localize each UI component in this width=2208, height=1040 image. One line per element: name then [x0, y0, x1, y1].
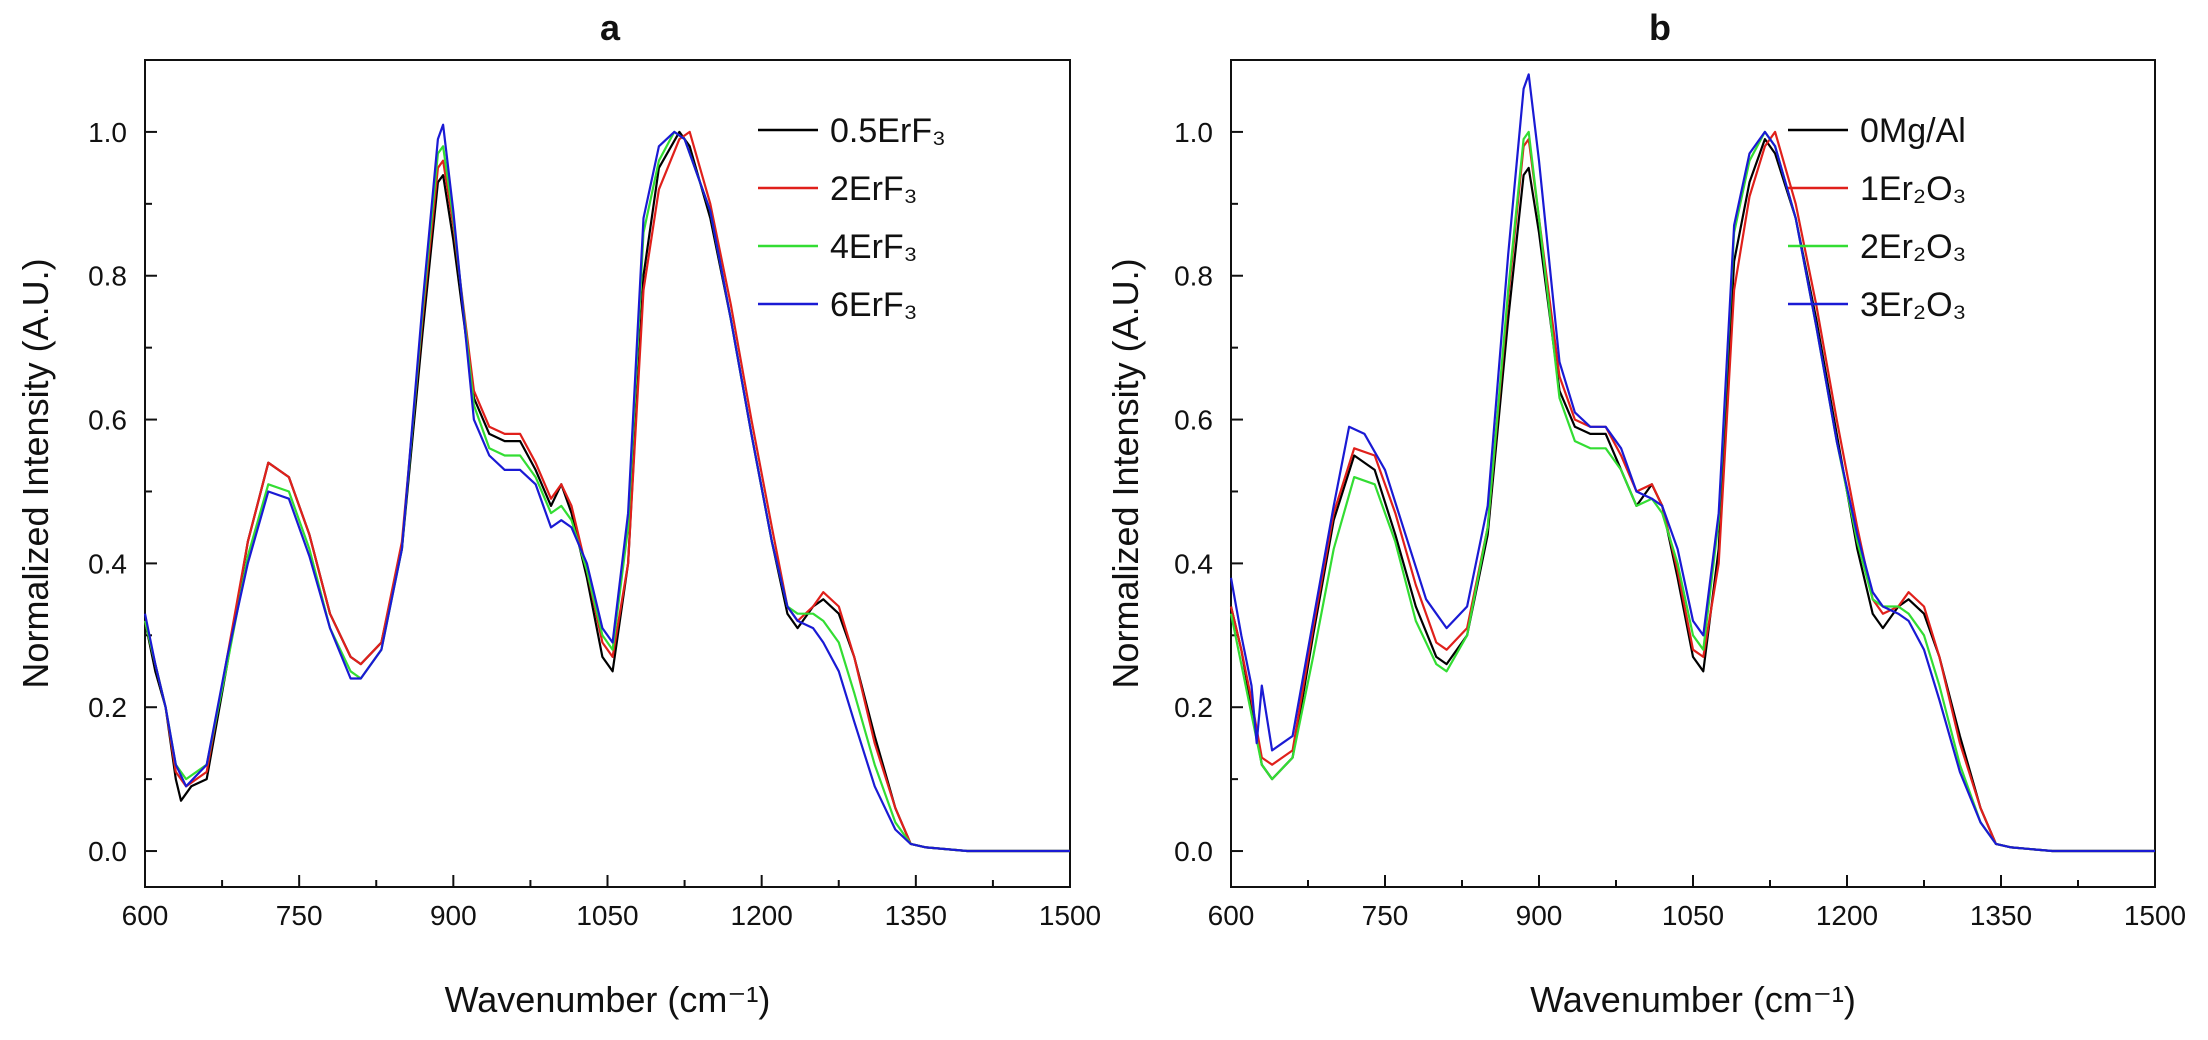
x-tick-label: 750: [276, 900, 323, 931]
legend-label: 1Er₂O₃: [1860, 170, 1966, 208]
y-tick-label: 0.6: [88, 405, 127, 436]
series-line-3: [143, 123, 1070, 853]
x-tick-label: 1500: [1039, 900, 1101, 931]
series-line-1: [143, 130, 1070, 853]
legend-label: 4ErF₃: [830, 228, 918, 266]
x-tick-label: 750: [1362, 900, 1409, 931]
y-tick-label: 1.0: [1174, 117, 1213, 148]
x-axis-label: Wavenumber (cm⁻¹): [445, 979, 771, 1020]
y-tick-label: 1.0: [88, 117, 127, 148]
y-axis-label: Normalized Intensity (A.U.): [1105, 258, 1146, 688]
series-line-2: [143, 130, 1070, 853]
x-tick-label: 1200: [731, 900, 793, 931]
legend-label: 2Er₂O₃: [1860, 228, 1966, 266]
x-tick-label: 1350: [885, 900, 947, 931]
y-tick-label: 0.4: [88, 548, 127, 579]
series-line-3: [1229, 73, 2155, 853]
legend-label: 6ErF₃: [830, 286, 918, 324]
legend-label: 2ErF₃: [830, 170, 918, 208]
series-line-2: [1229, 130, 2155, 853]
series-line-0: [1229, 138, 2155, 853]
x-tick-label: 900: [430, 900, 477, 931]
y-tick-label: 0.2: [88, 692, 127, 723]
y-tick-label: 0.6: [1174, 405, 1213, 436]
y-tick-label: 0.0: [1174, 836, 1213, 867]
y-tick-label: 0.0: [88, 836, 127, 867]
series-line-0: [143, 130, 1070, 853]
x-tick-label: 600: [122, 900, 169, 931]
series-line-1: [1229, 130, 2155, 853]
y-tick-label: 0.8: [1174, 261, 1213, 292]
y-tick-label: 0.2: [1174, 692, 1213, 723]
y-tick-label: 0.8: [88, 261, 127, 292]
x-tick-label: 1200: [1816, 900, 1878, 931]
y-axis-label: Normalized Intensity (A.U.): [15, 258, 56, 688]
x-tick-label: 1350: [1970, 900, 2032, 931]
x-axis-label: Wavenumber (cm⁻¹): [1530, 979, 1856, 1020]
plot-frame: [1230, 59, 2156, 888]
x-tick-label: 900: [1516, 900, 1563, 931]
x-tick-label: 1050: [1662, 900, 1724, 931]
y-tick-label: 0.4: [1174, 548, 1213, 579]
legend-label: 3Er₂O₃: [1860, 286, 1966, 324]
x-tick-label: 600: [1208, 900, 1255, 931]
panel-title: b: [1649, 7, 1671, 48]
panel-b: b 600 750 900 1050 1200 1350 1500 0.0 0.2 0.4 0.6 0.…: [1105, 7, 2186, 1020]
x-tick-label: 1500: [2124, 900, 2186, 931]
legend-label: 0.5ErF₃: [830, 112, 946, 150]
panel-a: a 600 750 900 1050 1200 1350 1500 0.0 0.2 0.4 0.6 0.…: [15, 7, 1101, 1020]
panel-title: a: [600, 7, 621, 48]
legend-label: 0Mg/Al: [1860, 112, 1966, 150]
x-tick-label: 1050: [576, 900, 638, 931]
